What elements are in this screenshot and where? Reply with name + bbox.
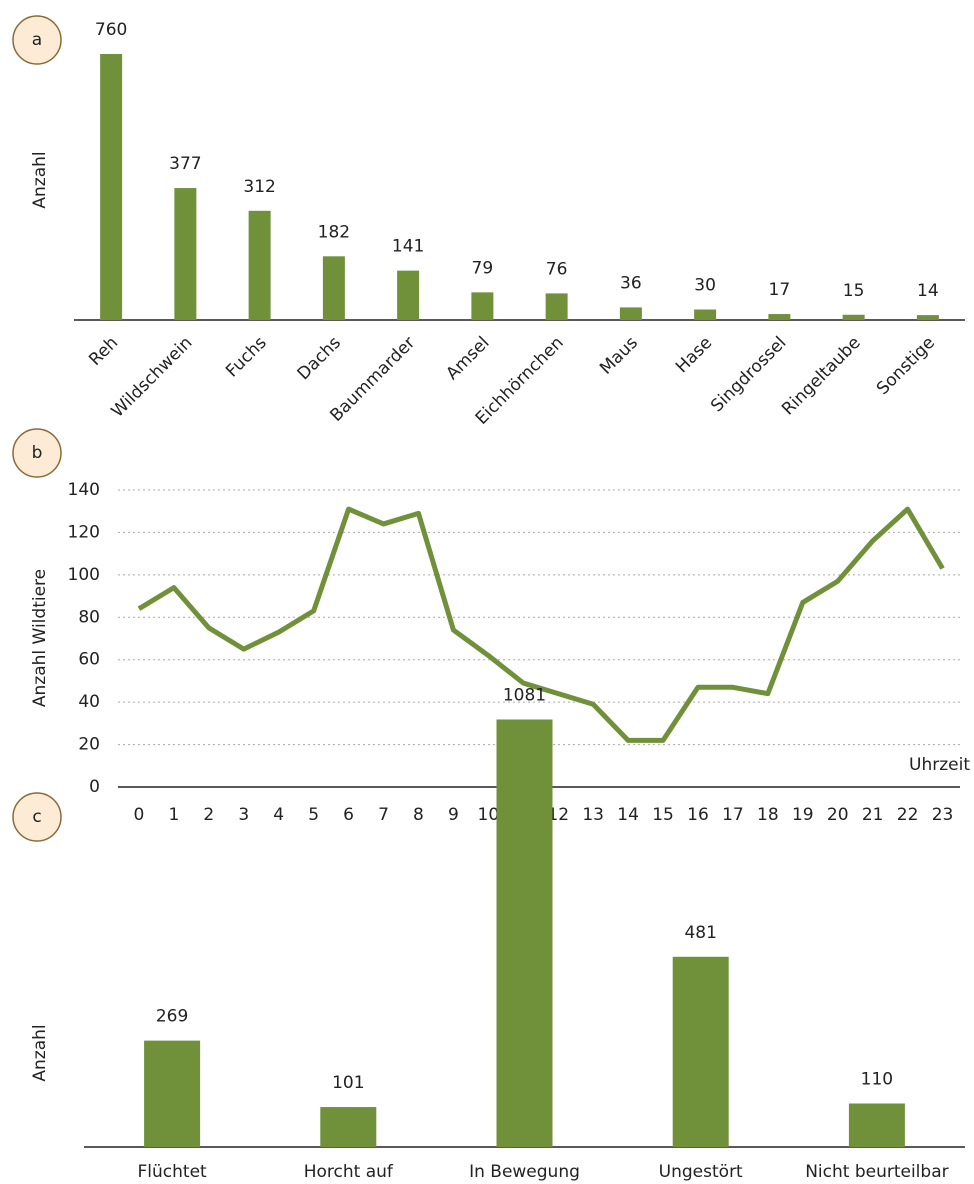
x-axis-label: Uhrzeit (909, 755, 970, 775)
data-label: 110 (861, 1070, 893, 1090)
y-tick-label: 100 (68, 565, 100, 585)
x-tick-label: 15 (652, 805, 674, 825)
bar (545, 293, 568, 320)
y-tick-label: 140 (68, 480, 100, 500)
bar (471, 292, 494, 320)
data-label: 15 (843, 281, 865, 301)
y-tick-label: 20 (78, 735, 100, 755)
x-tick-label: 1 (168, 805, 179, 825)
data-label: 1081 (503, 686, 546, 706)
data-label: 377 (169, 154, 201, 174)
x-tick-label: In Bewegung (469, 1162, 580, 1182)
x-tick-label: 16 (687, 805, 709, 825)
x-tick-label: Reh (85, 333, 122, 370)
data-label: 141 (392, 237, 424, 257)
bar (672, 956, 729, 1147)
bar (248, 210, 271, 320)
data-label: 36 (620, 273, 642, 293)
x-tick-label: 14 (617, 805, 639, 825)
y-tick-label: 40 (78, 692, 100, 712)
panel-label: c (32, 807, 41, 827)
data-label: 481 (684, 923, 716, 943)
y-tick-label: 120 (68, 522, 100, 542)
y-axis-label: Anzahl Wildtiere (30, 569, 50, 707)
x-tick-label: 9 (448, 805, 459, 825)
x-tick-label: 5 (308, 805, 319, 825)
x-tick-label: Singdrossel (707, 333, 790, 416)
x-tick-label: Horcht auf (304, 1162, 394, 1182)
x-tick-label: 19 (792, 805, 814, 825)
bar (496, 719, 553, 1147)
data-label: 312 (243, 177, 275, 197)
x-tick-label: 0 (134, 805, 145, 825)
bar (619, 307, 642, 320)
x-tick-label: 22 (897, 805, 919, 825)
x-tick-label: 6 (343, 805, 354, 825)
panel-badge (12, 428, 62, 478)
y-tick-label: 60 (78, 650, 100, 670)
x-tick-label: 17 (722, 805, 744, 825)
data-label: 76 (546, 259, 568, 279)
x-tick-label: 8 (413, 805, 424, 825)
bar (397, 270, 420, 320)
x-tick-label: 23 (932, 805, 954, 825)
x-tick-label: Fuchs (222, 333, 271, 382)
bar (848, 1103, 905, 1147)
x-tick-label: Ungestört (659, 1162, 743, 1182)
x-tick-label: 20 (827, 805, 849, 825)
bar (916, 315, 939, 320)
y-tick-label: 80 (78, 607, 100, 627)
x-tick-label: Sonstige (873, 333, 939, 399)
x-tick-label: 10 (478, 805, 500, 825)
x-tick-label: 12 (547, 805, 569, 825)
bar (842, 314, 865, 320)
panel-label: b (32, 443, 43, 463)
bar (322, 256, 345, 320)
panel-label: a (32, 30, 42, 50)
x-tick-label: Maus (596, 333, 642, 379)
y-axis-label: Anzahl (30, 151, 50, 208)
line (137, 506, 945, 743)
data-label: 17 (769, 280, 791, 300)
x-tick-label: Dachs (294, 333, 345, 384)
x-tick-label: 2 (203, 805, 214, 825)
data-label: 269 (156, 1007, 188, 1027)
bar (174, 188, 197, 320)
x-tick-label: Amsel (442, 333, 493, 384)
panel-badge (12, 15, 62, 65)
x-tick-label: Flüchtet (138, 1162, 208, 1182)
data-label: 30 (694, 276, 716, 296)
bar (100, 54, 123, 320)
y-tick-label: 0 (89, 777, 100, 797)
data-label: 101 (332, 1073, 364, 1093)
x-tick-label: 4 (273, 805, 284, 825)
data-label: 14 (917, 281, 939, 301)
bar (320, 1107, 377, 1147)
panel-badge (12, 792, 62, 842)
data-label: 182 (318, 222, 350, 242)
x-tick-label: Ringeltaube (778, 333, 865, 420)
x-tick-label: 21 (862, 805, 884, 825)
y-axis-label: Anzahl (30, 1024, 50, 1081)
x-tick-label: Hase (672, 333, 716, 377)
bar (694, 309, 717, 320)
x-tick-label: 18 (757, 805, 779, 825)
x-tick-label: 7 (378, 805, 389, 825)
x-tick-label: 3 (238, 805, 249, 825)
data-label: 760 (95, 20, 127, 40)
x-tick-label: Nicht beurteilbar (805, 1162, 948, 1182)
x-tick-label: 13 (582, 805, 604, 825)
bar (768, 314, 791, 320)
bar (144, 1040, 201, 1147)
data-label: 79 (472, 258, 494, 278)
